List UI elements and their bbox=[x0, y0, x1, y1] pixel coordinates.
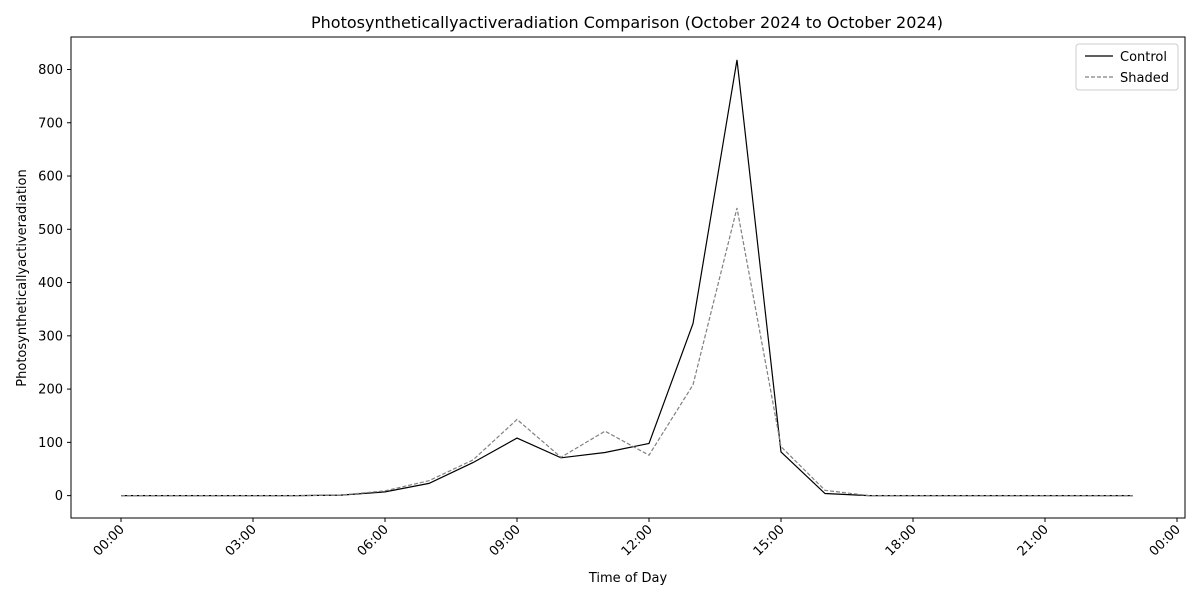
chart-title: Photosyntheticallyactiveradiation Compar… bbox=[311, 13, 943, 32]
y-tick-label: 800 bbox=[38, 63, 63, 78]
x-axis-label: Time of Day bbox=[588, 571, 668, 586]
y-tick-label: 600 bbox=[38, 170, 63, 185]
y-tick-label: 500 bbox=[38, 223, 63, 238]
y-axis: 0 100 200 300 400 500 600 700 800 bbox=[38, 63, 71, 504]
y-tick-label: 200 bbox=[38, 383, 63, 398]
y-tick-label: 400 bbox=[38, 276, 63, 291]
series-line-shaded bbox=[121, 207, 1133, 497]
y-tick-label: 700 bbox=[38, 116, 63, 131]
y-tick-label: 100 bbox=[38, 436, 63, 451]
y-tick-label: 300 bbox=[38, 329, 63, 344]
y-axis-label: Photosyntheticallyactiveradiation bbox=[15, 169, 30, 386]
legend-shaded-label: Shaded bbox=[1120, 71, 1169, 86]
plot-frame bbox=[70, 36, 1186, 519]
legend: Control Shaded bbox=[1075, 43, 1179, 91]
plot-area bbox=[70, 36, 1186, 519]
series-layer bbox=[121, 59, 1133, 497]
legend-control-label: Control bbox=[1120, 50, 1167, 65]
y-tick-label: 0 bbox=[55, 489, 63, 504]
